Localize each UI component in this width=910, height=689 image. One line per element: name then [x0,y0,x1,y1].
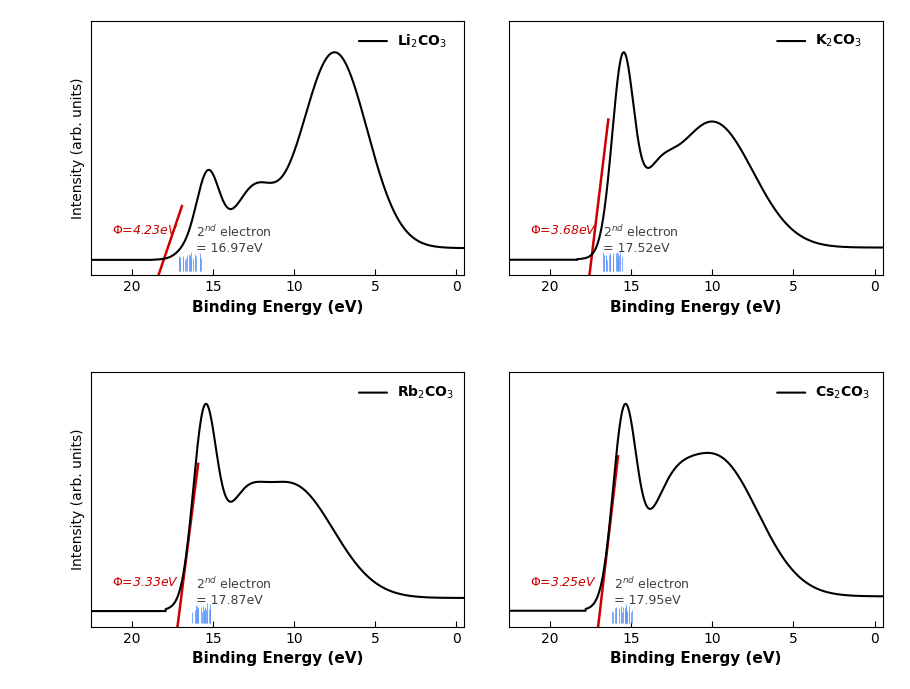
Text: $\Phi$=3.25eV: $\Phi$=3.25eV [530,576,597,589]
X-axis label: Binding Energy (eV): Binding Energy (eV) [192,651,363,666]
Text: 2$^{nd}$ electron
= 16.97eV: 2$^{nd}$ electron = 16.97eV [196,225,271,256]
Text: $\Phi$=4.23eV: $\Phi$=4.23eV [112,225,178,238]
Y-axis label: Intensity (arb. units): Intensity (arb. units) [72,77,86,219]
X-axis label: Binding Energy (eV): Binding Energy (eV) [611,651,782,666]
Text: 2$^{nd}$ electron
= 17.52eV: 2$^{nd}$ electron = 17.52eV [602,225,679,256]
Text: 2$^{nd}$ electron
= 17.95eV: 2$^{nd}$ electron = 17.95eV [614,576,690,607]
Y-axis label: Intensity (arb. units): Intensity (arb. units) [72,429,86,570]
Text: $\Phi$=3.33eV: $\Phi$=3.33eV [112,576,178,589]
Text: $\Phi$=3.68eV: $\Phi$=3.68eV [530,225,597,238]
X-axis label: Binding Energy (eV): Binding Energy (eV) [192,300,363,315]
Text: Cs$_2$CO$_3$: Cs$_2$CO$_3$ [815,384,870,401]
Text: K$_2$CO$_3$: K$_2$CO$_3$ [815,33,863,49]
X-axis label: Binding Energy (eV): Binding Energy (eV) [611,300,782,315]
Text: 2$^{nd}$ electron
= 17.87eV: 2$^{nd}$ electron = 17.87eV [196,576,271,607]
Text: Rb$_2$CO$_3$: Rb$_2$CO$_3$ [398,384,454,401]
Text: Li$_2$CO$_3$: Li$_2$CO$_3$ [398,32,447,50]
